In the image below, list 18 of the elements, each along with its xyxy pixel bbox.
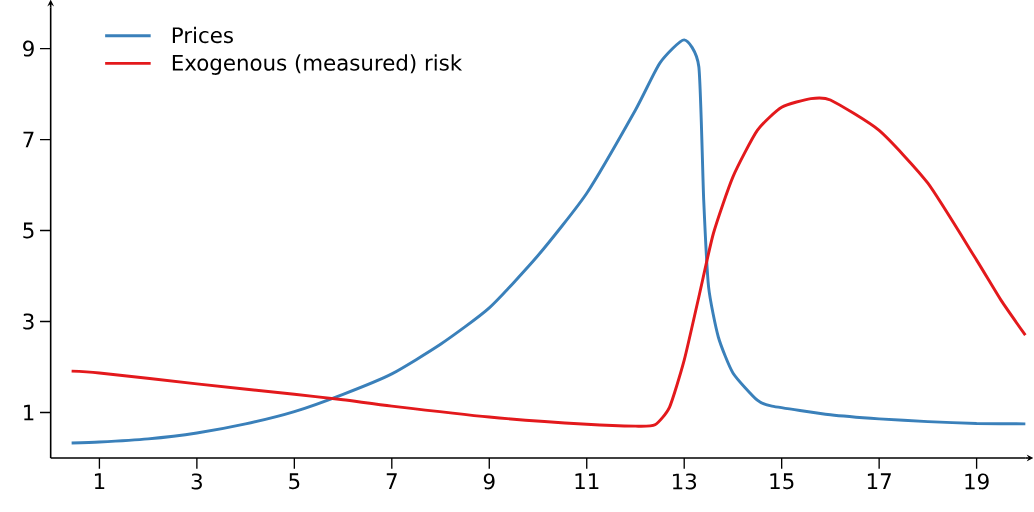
x-tick-label: 3 xyxy=(191,473,202,490)
y-tick-label: 3 xyxy=(23,313,34,330)
x-tick-label: 13 xyxy=(672,473,697,490)
legend-label: Prices xyxy=(172,26,233,44)
legend-label: Exogenous (measured) risk xyxy=(172,54,463,75)
x-tick-label: 9 xyxy=(483,473,495,490)
x-tick-label: 5 xyxy=(289,473,300,490)
y-tick-label: 9 xyxy=(23,40,34,57)
x-tick-label: 1 xyxy=(94,473,105,489)
line-series xyxy=(70,96,1027,428)
y-tick-label: 7 xyxy=(23,131,34,148)
y-tick-label: 5 xyxy=(23,222,34,239)
x-tick-label: 19 xyxy=(965,473,989,490)
x-tick-label: 7 xyxy=(386,473,397,489)
y-tick-label: 1 xyxy=(24,404,34,421)
x-tick-label: 11 xyxy=(575,473,599,489)
x-tick-label: 17 xyxy=(867,473,891,489)
x-tick-label: 15 xyxy=(770,473,794,490)
